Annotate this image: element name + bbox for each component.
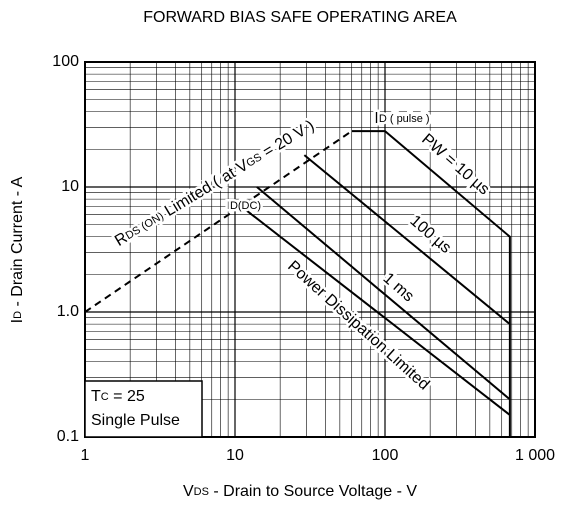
y-tick-label: 0.1	[57, 428, 79, 445]
y-tick-label: 10	[61, 178, 79, 195]
note-text-part: T	[91, 388, 101, 405]
annotation-part: D(DC)	[230, 200, 261, 212]
soa-line	[351, 130, 511, 437]
annotation: ID ( pulse )	[374, 110, 429, 127]
x-axis-label-part: DS	[194, 486, 209, 498]
x-tick-label: 100	[372, 447, 399, 464]
chart-title: FORWARD BIAS SAFE OPERATING AREA	[143, 9, 457, 26]
note-text-part: = 25	[109, 388, 145, 405]
x-tick-label: 10	[226, 447, 244, 464]
annotation-part: I	[227, 200, 230, 212]
x-tick-label: 1	[81, 447, 90, 464]
y-axis-label-part: D	[12, 311, 24, 319]
x-tick-label: 1 000	[515, 447, 555, 464]
note-text-part: Single Pulse	[91, 412, 180, 429]
y-axis-label-part: - Drain Current - A	[9, 176, 26, 311]
y-tick-label: 100	[52, 53, 79, 70]
series-label-part: PW = 10 µs	[418, 131, 492, 199]
series-label: RDS (ON) Limited ( at VGS = 20 V )	[112, 117, 317, 250]
soa-line	[256, 186, 511, 401]
note-text: TC = 25	[91, 388, 145, 405]
x-axis-label-part: V	[183, 483, 194, 500]
y-tick-label: 1.0	[57, 303, 79, 320]
note-text-part: C	[101, 391, 109, 403]
plot-frame	[84, 61, 536, 438]
annotation: ID(DC)	[227, 200, 261, 212]
annotation-part: D ( pulse )	[379, 113, 430, 125]
note-box	[84, 380, 203, 438]
soa-line	[303, 154, 511, 325]
series-label: PW = 10 µs	[418, 131, 492, 199]
y-axis-label-part: I	[9, 319, 26, 323]
y-axis-label: ID - Drain Current - A	[9, 176, 26, 323]
soa-line	[84, 130, 353, 313]
series-label-part: = 20 V )	[257, 117, 318, 163]
annotation-part: I	[374, 110, 378, 127]
note-text: Single Pulse	[91, 412, 180, 429]
soa-line	[240, 205, 511, 416]
x-axis-label: VDS - Drain to Source Voltage - V	[183, 483, 417, 500]
x-axis-label-part: - Drain to Source Voltage - V	[209, 483, 417, 500]
series-label-part: Limited ( at V	[158, 157, 252, 223]
